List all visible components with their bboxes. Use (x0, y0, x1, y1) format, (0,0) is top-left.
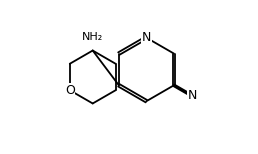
Text: N: N (142, 31, 151, 44)
Text: NH₂: NH₂ (82, 32, 103, 42)
Text: O: O (65, 84, 75, 97)
Text: N: N (188, 89, 197, 102)
